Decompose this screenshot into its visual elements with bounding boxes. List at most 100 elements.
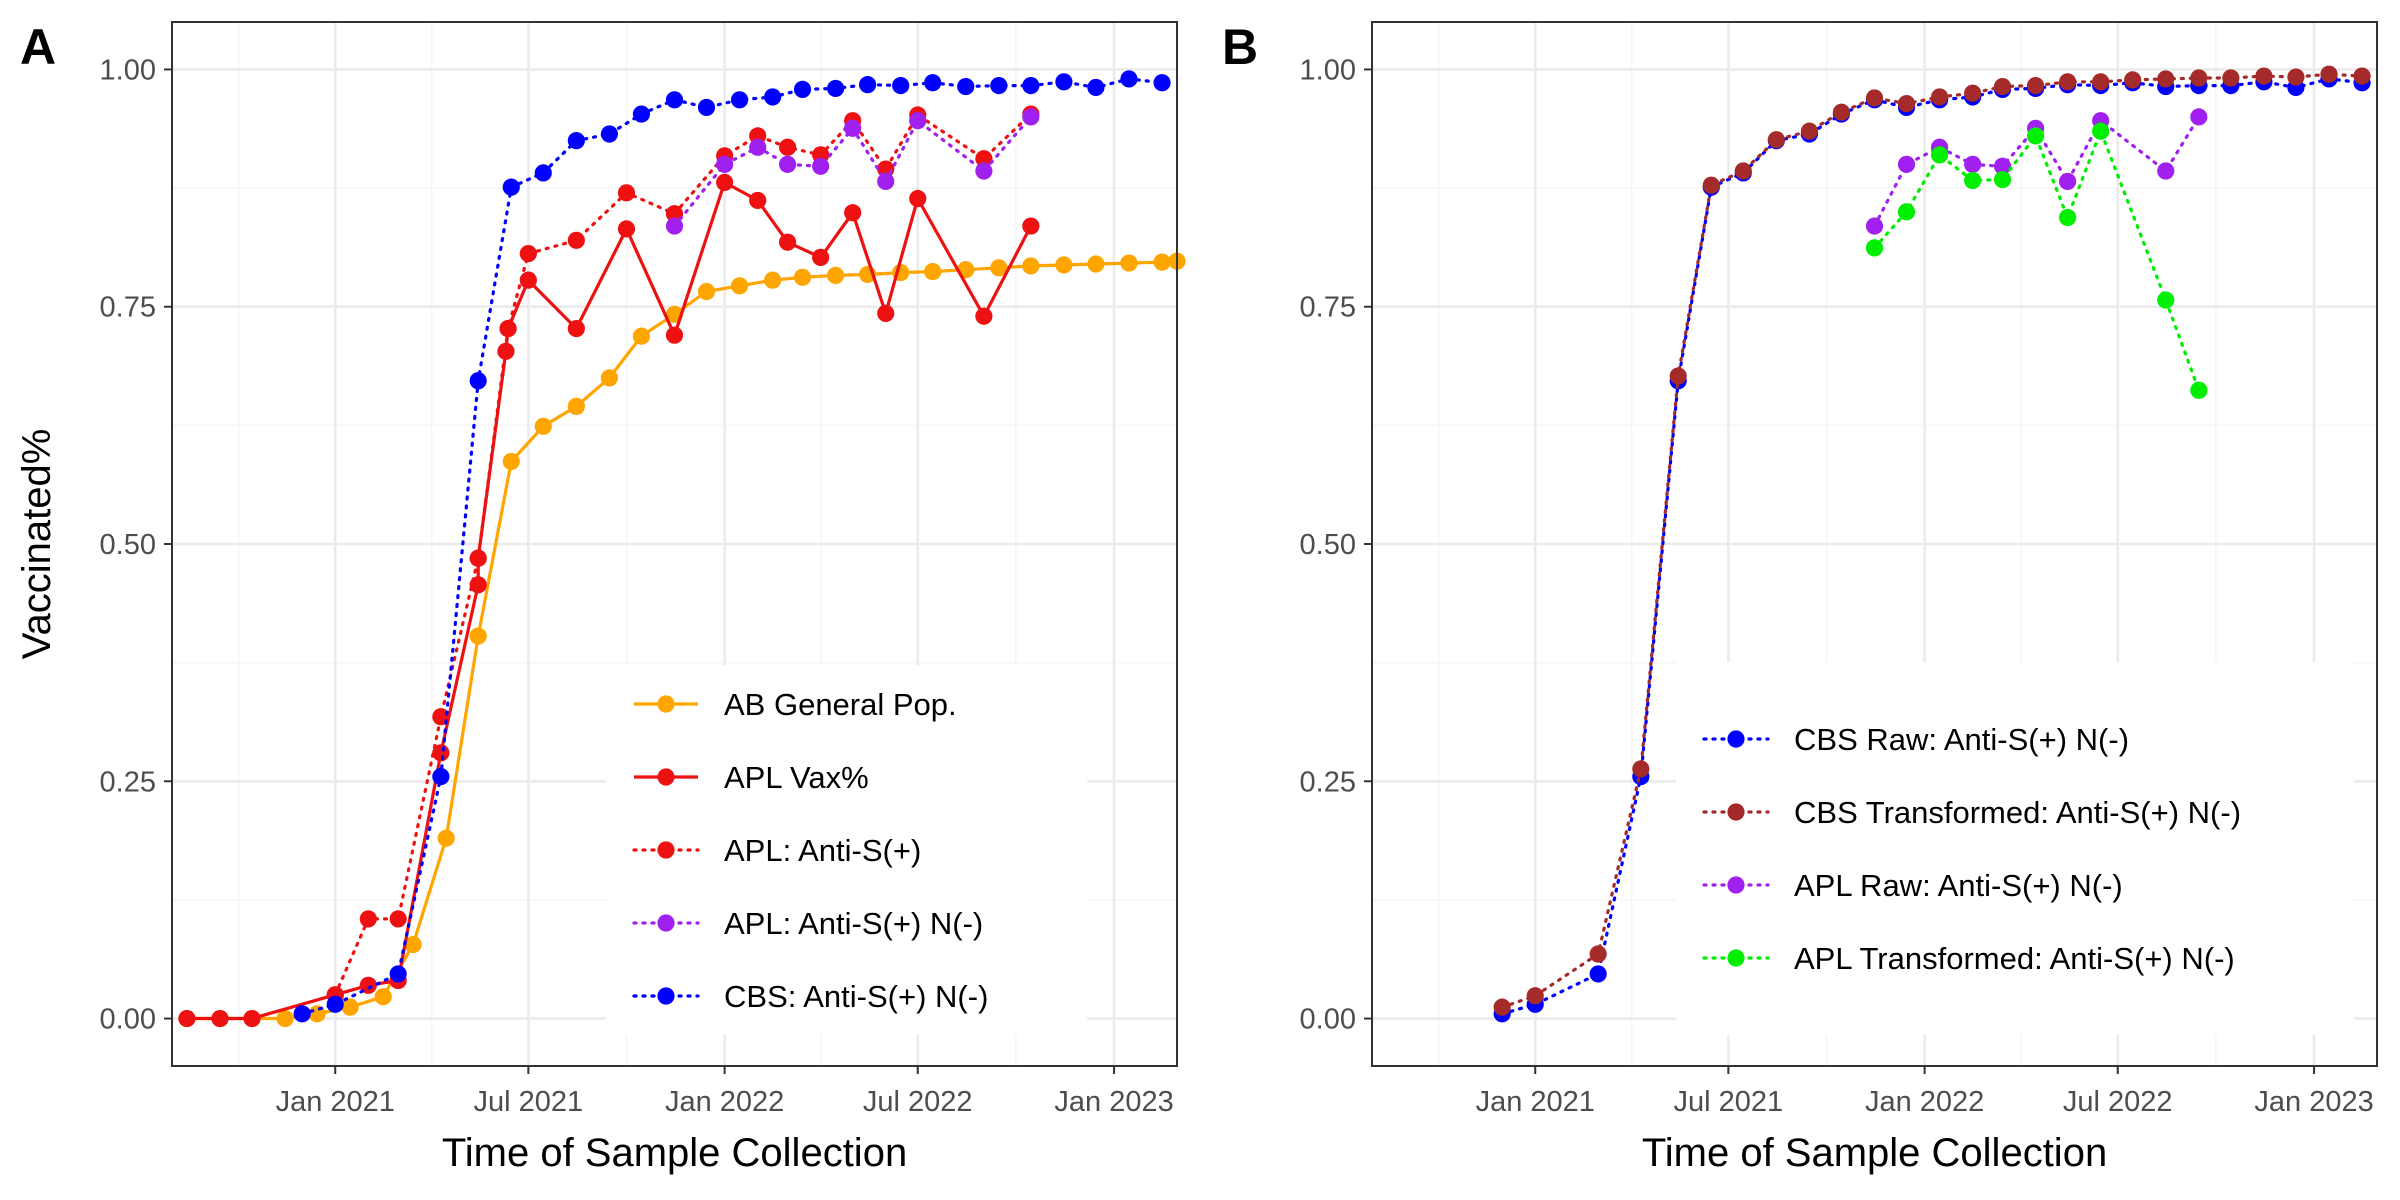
data-point: [502, 452, 520, 471]
x-tick-label: Jan 2023: [2254, 1086, 2373, 1118]
data-point: [730, 91, 749, 109]
data-point: [519, 271, 537, 289]
series-apl-transformed-anti-s-n: [1865, 122, 2208, 399]
x-tick-label: Jan 2021: [276, 1086, 395, 1118]
data-point: [1055, 256, 1073, 274]
data-point: [1865, 239, 1884, 257]
data-point: [1993, 157, 2012, 175]
y-tick-label: 0.75: [1300, 292, 1356, 324]
panel-tag: B: [1222, 19, 1258, 75]
series-line-apl-raw-anti-s-n: [1872, 115, 2201, 228]
legend-key-point: [1727, 730, 1745, 748]
data-point: [975, 307, 993, 325]
data-point: [793, 80, 812, 98]
data-point: [1734, 162, 1752, 180]
data-point: [990, 259, 1008, 277]
y-tick-label: 0.50: [100, 529, 156, 561]
data-point: [341, 998, 359, 1016]
data-point: [308, 1005, 326, 1023]
legend-label: CBS: Anti-S(+) N(-): [724, 979, 988, 1014]
data-point: [2092, 122, 2110, 140]
data-point: [293, 1005, 311, 1023]
data-point: [924, 263, 942, 281]
x-axis-title: Time of Sample Collection: [442, 1131, 907, 1175]
data-point: [1767, 131, 1785, 149]
data-point: [2353, 67, 2371, 85]
data-point: [469, 627, 487, 645]
data-point: [826, 79, 845, 98]
data-point: [1120, 254, 1138, 272]
data-point: [812, 157, 830, 175]
data-point: [567, 397, 585, 415]
data-point: [892, 76, 910, 95]
data-point: [1055, 73, 1073, 91]
y-tick-label: 0.00: [100, 1004, 156, 1036]
data-point: [519, 244, 537, 263]
data-point: [617, 184, 636, 202]
data-point: [1897, 95, 1916, 113]
legend-item-cbs-transformed-anti-s-n: CBS Transformed: Anti-S(+) N(-): [1702, 795, 2241, 830]
data-point: [2124, 71, 2142, 89]
data-point: [1897, 155, 1916, 173]
data-point: [2190, 381, 2208, 399]
data-point: [1120, 70, 1138, 88]
data-point: [1832, 103, 1851, 121]
data-point: [1964, 171, 1982, 190]
data-point: [764, 271, 782, 289]
data-point: [975, 150, 993, 168]
legend-item-cbs-anti-s-n: CBS: Anti-S(+) N(-): [632, 979, 988, 1014]
data-point: [1153, 74, 1171, 92]
data-point: [2059, 73, 2077, 91]
data-point: [665, 91, 684, 109]
data-point: [1022, 108, 1040, 126]
data-point: [1526, 987, 1544, 1005]
data-point: [1865, 89, 1884, 107]
y-tick-label: 0.25: [1300, 766, 1356, 798]
legend-item-apl-raw-anti-s-n: APL Raw: Anti-S(+) N(-): [1702, 868, 2123, 903]
data-point: [859, 76, 877, 94]
legend-key-point: [657, 914, 675, 932]
data-point: [567, 132, 585, 150]
data-point: [632, 105, 651, 123]
legend-label: APL: Anti-S(+) N(-): [724, 906, 983, 941]
y-tick-label: 0.00: [1300, 1004, 1356, 1036]
data-point: [600, 125, 619, 143]
legend-item-apl-anti-s-n: APL: Anti-S(+) N(-): [632, 906, 983, 941]
data-point: [2059, 208, 2077, 227]
series-cbs-transformed-anti-s-n: [1493, 65, 2371, 1016]
data-point: [778, 138, 797, 156]
data-point: [2190, 108, 2208, 126]
data-point: [1087, 255, 1105, 273]
data-point: [2255, 67, 2273, 85]
data-point: [826, 266, 845, 285]
data-point: [2157, 70, 2175, 88]
series-apl-raw-anti-s-n: [1865, 108, 2208, 235]
legend-item-apl-vax: APL Vax%: [634, 760, 869, 795]
data-point: [975, 162, 993, 180]
data-point: [1022, 76, 1040, 95]
data-point: [909, 112, 927, 130]
legend-item-apl-transformed-anti-s-n: APL Transformed: Anti-S(+) N(-): [1702, 941, 2235, 976]
data-point: [2157, 162, 2175, 180]
data-point: [697, 98, 716, 117]
legend-key-point: [1727, 949, 1745, 967]
y-axis: 0.00 0.25 0.50 0.75 1.00: [100, 54, 172, 1036]
legend-key-point: [1727, 876, 1745, 894]
data-point: [2157, 291, 2175, 309]
data-point: [2222, 69, 2240, 87]
data-point: [1964, 84, 1982, 102]
y-tick-label: 1.00: [100, 54, 156, 86]
data-point: [567, 231, 585, 249]
data-point: [469, 549, 487, 567]
x-tick-label: Jan 2023: [1054, 1086, 1173, 1118]
data-point: [1153, 253, 1171, 271]
data-point: [374, 988, 392, 1006]
data-point: [877, 172, 895, 191]
data-point: [1022, 217, 1040, 235]
series-layer: [178, 70, 1186, 1028]
data-point: [1930, 146, 1949, 164]
y-tick-label: 0.50: [1300, 529, 1356, 561]
data-point: [1493, 998, 1511, 1016]
data-point: [1589, 945, 1607, 963]
legend: AB General Pop. APL Vax% APL: Anti-S(+) APL…: [606, 665, 1087, 1035]
